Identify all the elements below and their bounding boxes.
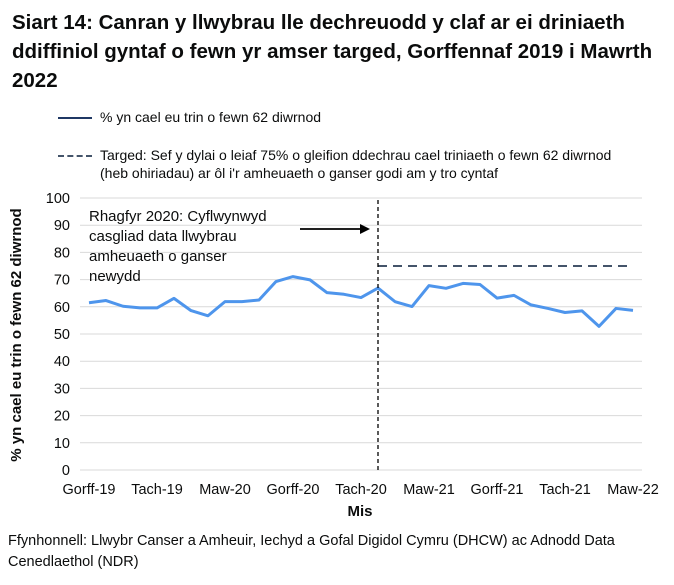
annotation-line: amheuaeth o ganser [89, 248, 227, 265]
y-tick-label: 50 [54, 327, 70, 343]
annotation: Rhagfyr 2020: Cyflwynwyd casgliad data l… [89, 208, 370, 285]
chart-title: Siart 14: Canran y llwybrau lle dechreuo… [12, 11, 653, 92]
x-tick-label: Tach-20 [335, 482, 387, 498]
x-tick-label: Maw-22 [607, 482, 659, 498]
y-tick-label: 80 [54, 245, 70, 261]
y-tick-label: 10 [54, 436, 70, 452]
y-tick-label: 20 [54, 409, 70, 425]
y-tick-label: 100 [46, 191, 70, 207]
y-tick-label: 0 [62, 463, 70, 479]
x-axis-title: Mis [347, 503, 372, 520]
y-tick-label: 90 [54, 218, 70, 234]
x-tick-label: Maw-21 [403, 482, 455, 498]
annotation-line: newydd [89, 268, 141, 285]
y-tick-label: 30 [54, 381, 70, 397]
x-tick-label: Tach-21 [539, 482, 591, 498]
legend-label-target: Targed: Sef y dylai o leiaf 75% o gleifi… [100, 147, 612, 181]
source-note: Ffynhonnell: Llwybr Canser a Amheuir, Ie… [8, 533, 615, 570]
legend-label-actual: % yn cael eu trin o fewn 62 diwrnod [100, 109, 322, 125]
annotation-line: Rhagfyr 2020: Cyflwynwyd [89, 208, 267, 225]
x-tick-label: Gorff-20 [267, 482, 320, 498]
y-tick-label: 60 [54, 300, 70, 316]
y-axis-title: % yn cael eu trin o fewn 62 diwrnod [8, 208, 25, 461]
y-tick-label: 40 [54, 354, 70, 370]
y-tick-label: 70 [54, 273, 70, 289]
series-line-actual [88, 275, 634, 328]
x-tick-label: Gorff-19 [63, 482, 116, 498]
annotation-line: casgliad data llwybrau [89, 228, 237, 245]
annotation-arrowhead [360, 224, 370, 234]
legend-swatch-target [58, 155, 92, 157]
x-tick-label: Maw-20 [199, 482, 251, 498]
x-tick-label: Gorff-21 [471, 482, 524, 498]
x-tick-label: Tach-19 [131, 482, 183, 498]
legend-swatch-actual [58, 117, 92, 119]
